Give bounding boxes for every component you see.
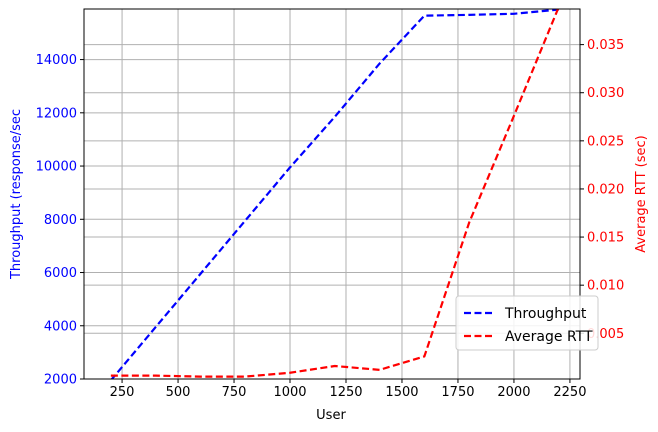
x-tick-label: 750 (222, 385, 247, 400)
plot-frame (83, 8, 581, 380)
series-line-throughput (110, 9, 559, 379)
x-tick-label: 2250 (553, 385, 586, 400)
x-tick-label: 2000 (497, 385, 530, 400)
right-tick-label: 0.010 (587, 279, 624, 294)
x-tick-label: 1250 (329, 385, 362, 400)
right-tick-label: 0.035 (587, 38, 624, 53)
left-tick-label: 2000 (44, 373, 77, 388)
right-y-axis-title: Average RTT (sec) (634, 135, 649, 252)
left-tick-label: 14000 (36, 53, 77, 68)
left-tick-label: 10000 (36, 160, 77, 175)
left-tick-label: 4000 (44, 319, 77, 334)
x-axis: 250 500 750 1000 1250 1500 1750 2000 2250 (110, 379, 586, 400)
series-line-average-rtt (110, 9, 560, 378)
x-tick-label: 1000 (273, 385, 306, 400)
left-tick-label: 8000 (44, 213, 77, 228)
right-tick-label: 0.030 (587, 86, 624, 101)
right-tick-label: 0.020 (587, 182, 624, 197)
x-tick-label: 500 (166, 385, 191, 400)
x-tick-label: 1500 (385, 385, 418, 400)
left-y-axis-title: Throughput (response/sec (9, 109, 24, 280)
right-tick-label: 0.015 (587, 231, 624, 246)
legend-label-average-rtt: Average RTT (505, 329, 593, 345)
series-layer (110, 9, 560, 379)
left-tick-label: 6000 (44, 266, 77, 281)
x-tick-label: 250 (110, 385, 135, 400)
left-tick-label: 12000 (36, 106, 77, 121)
legend: Throughput Average RTT (455, 295, 599, 351)
right-tick-label: 0.025 (587, 134, 624, 149)
left-y-axis: 2000 4000 6000 8000 10000 12000 14000 (36, 53, 84, 388)
x-axis-title: User (316, 408, 346, 423)
legend-label-throughput: Throughput (504, 306, 587, 322)
x-tick-label: 1750 (441, 385, 474, 400)
